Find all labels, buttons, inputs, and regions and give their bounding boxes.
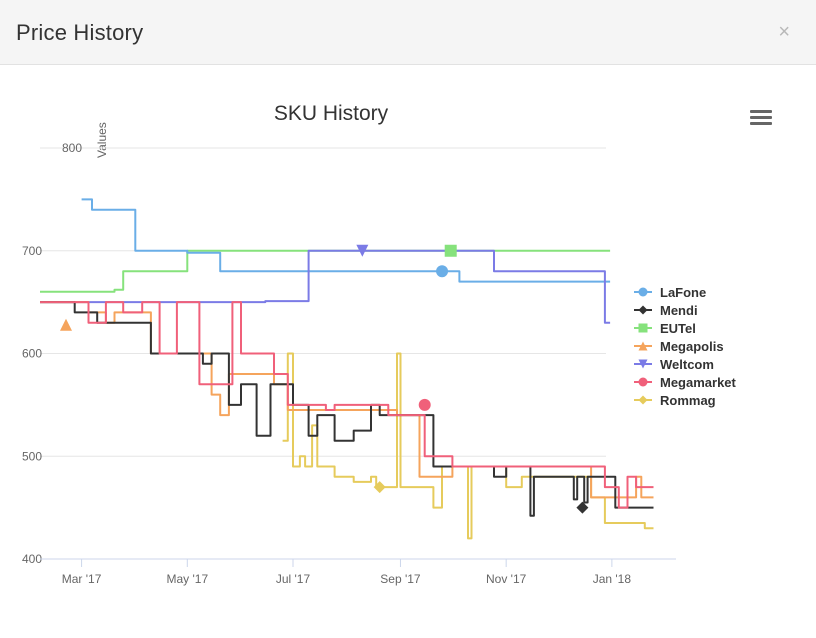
series-marker-megapolis <box>59 318 72 331</box>
legend-symbol-mendi <box>638 305 648 315</box>
y-tick-label: 700 <box>22 244 42 258</box>
x-tick-label: Nov '17 <box>486 572 527 586</box>
legend-item-megapolis[interactable]: Megapolis <box>634 339 724 354</box>
y-tick-label: 400 <box>22 552 42 566</box>
series-marker-weltcom <box>356 244 369 257</box>
series-line-megapolis[interactable] <box>40 301 654 499</box>
legend-label: Megamarket <box>660 375 737 390</box>
sku-history-chart: SKU History Values 400 500 600 700 800 Mar '… <box>22 102 772 586</box>
x-tick-label: Jul '17 <box>276 572 311 586</box>
legend-symbol-rommag <box>638 395 648 405</box>
chart-title: SKU History <box>274 102 389 125</box>
series-lines <box>40 198 654 540</box>
x-tick-label: Sep '17 <box>380 572 421 586</box>
y-tick-label: 500 <box>22 449 42 463</box>
legend-item-weltcom[interactable]: Weltcom <box>634 357 714 372</box>
legend-item-megamarket[interactable]: Megamarket <box>634 375 737 390</box>
hamburger-menu-icon[interactable] <box>750 110 772 125</box>
series-line-eutel[interactable] <box>40 249 611 293</box>
legend-label: EUTel <box>660 321 696 336</box>
close-icon[interactable]: × <box>778 21 790 43</box>
legend-label: Weltcom <box>660 357 714 372</box>
legend-item-eutel[interactable]: EUTel <box>634 321 696 336</box>
y-tick-label: 800 <box>62 141 82 155</box>
modal-header: Price History × <box>0 0 816 65</box>
series-line-megamarket[interactable] <box>40 301 654 509</box>
x-axis: Mar '17 May '17 Jul '17 Sep '17 Nov '17 Jan '… <box>40 558 676 586</box>
series-line-lafone[interactable] <box>81 198 611 283</box>
legend-label: Megapolis <box>660 339 724 354</box>
series-line-rommag[interactable] <box>282 352 654 540</box>
y-tick-label: 600 <box>22 347 42 361</box>
series-line-weltcom[interactable] <box>40 249 611 324</box>
legend-item-rommag[interactable]: Rommag <box>634 393 716 408</box>
legend-item-lafone[interactable]: LaFone <box>634 285 706 300</box>
x-tick-label: May '17 <box>166 572 208 586</box>
modal-title: Price History <box>16 20 144 45</box>
series-markers <box>59 244 589 514</box>
legend-symbol-megamarket <box>638 377 648 387</box>
series-marker-lafone <box>436 265 449 278</box>
legend-symbol-weltcom <box>638 359 648 369</box>
legend-label: Rommag <box>660 393 716 408</box>
legend-symbol-megapolis <box>638 341 648 351</box>
legend-label: Mendi <box>660 303 698 318</box>
legend-symbol-eutel <box>638 323 648 333</box>
x-tick-label: Mar '17 <box>62 572 102 586</box>
chart-container: SKU History Values 400 500 600 700 800 Mar '… <box>0 64 816 633</box>
series-marker-mendi <box>576 501 589 514</box>
legend-item-mendi[interactable]: Mendi <box>634 303 698 318</box>
x-tick-label: Jan '18 <box>593 572 632 586</box>
y-axis: 400 500 600 700 800 <box>22 141 82 566</box>
legend-label: LaFone <box>660 285 706 300</box>
series-marker-rommag <box>373 481 386 494</box>
series-line-mendi[interactable] <box>40 301 654 517</box>
legend: LaFone Mendi EUTel Megapolis Weltcom Megamark… <box>634 285 737 408</box>
y-axis-label: Values <box>95 122 109 158</box>
legend-symbol-lafone <box>638 287 648 297</box>
series-marker-eutel <box>444 244 457 257</box>
series-marker-megamarket <box>418 398 431 411</box>
